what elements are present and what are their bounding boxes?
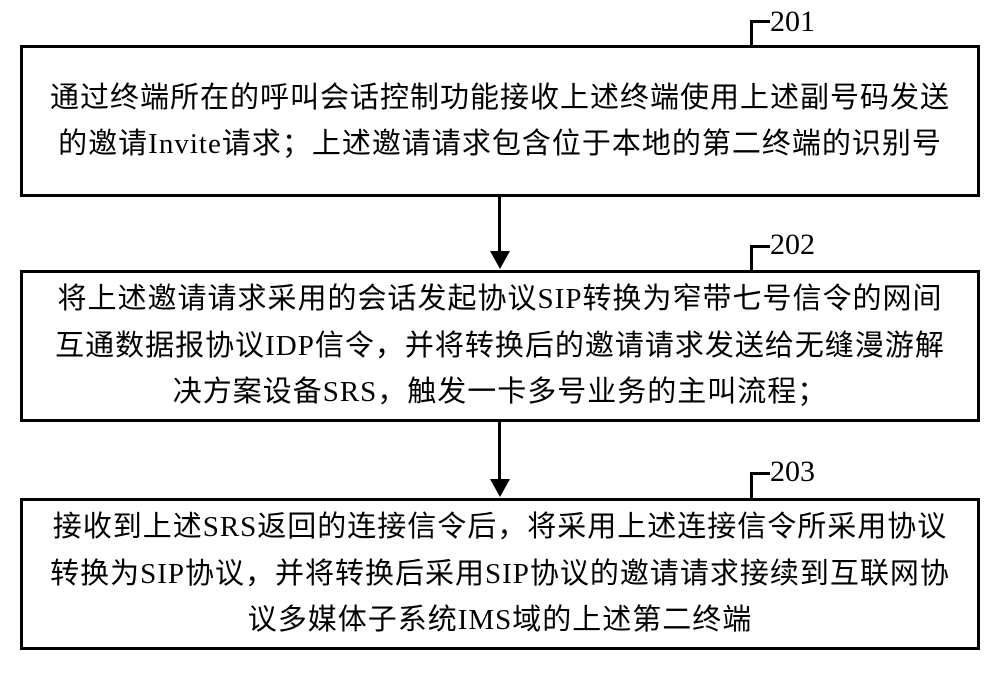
arrow-line-1 bbox=[498, 197, 501, 253]
arrow-head-1 bbox=[490, 251, 510, 269]
step-text-2: 将上述邀请请求采用的会话发起协议SIP转换为窄带七号信令的网间互通数据报协议ID… bbox=[45, 276, 955, 415]
arrow-head-2 bbox=[490, 479, 510, 497]
step-text-1: 通过终端所在的呼叫会话控制功能接收上述终端使用上述副号码发送的邀请Invite请… bbox=[45, 75, 955, 168]
step-box-3: 接收到上述SRS返回的连接信令后，将采用上述连接信令所采用协议转换为SIP协议，… bbox=[20, 498, 980, 650]
label-connector-v-2 bbox=[750, 245, 753, 270]
step-label-1: 201 bbox=[770, 5, 815, 39]
label-connector-v-3 bbox=[750, 472, 753, 498]
label-connector-h-1 bbox=[750, 20, 770, 23]
label-connector-h-2 bbox=[750, 245, 770, 248]
step-label-2: 202 bbox=[770, 228, 815, 262]
step-box-1: 通过终端所在的呼叫会话控制功能接收上述终端使用上述副号码发送的邀请Invite请… bbox=[20, 45, 980, 197]
label-connector-h-3 bbox=[750, 472, 770, 475]
step-label-3: 203 bbox=[770, 455, 815, 489]
step-box-2: 将上述邀请请求采用的会话发起协议SIP转换为窄带七号信令的网间互通数据报协议ID… bbox=[20, 270, 980, 422]
flowchart-container: 201 通过终端所在的呼叫会话控制功能接收上述终端使用上述副号码发送的邀请Inv… bbox=[0, 0, 1000, 683]
step-text-3: 接收到上述SRS返回的连接信令后，将采用上述连接信令所采用协议转换为SIP协议，… bbox=[45, 504, 955, 643]
label-connector-v-1 bbox=[750, 20, 753, 45]
arrow-line-2 bbox=[498, 422, 501, 481]
